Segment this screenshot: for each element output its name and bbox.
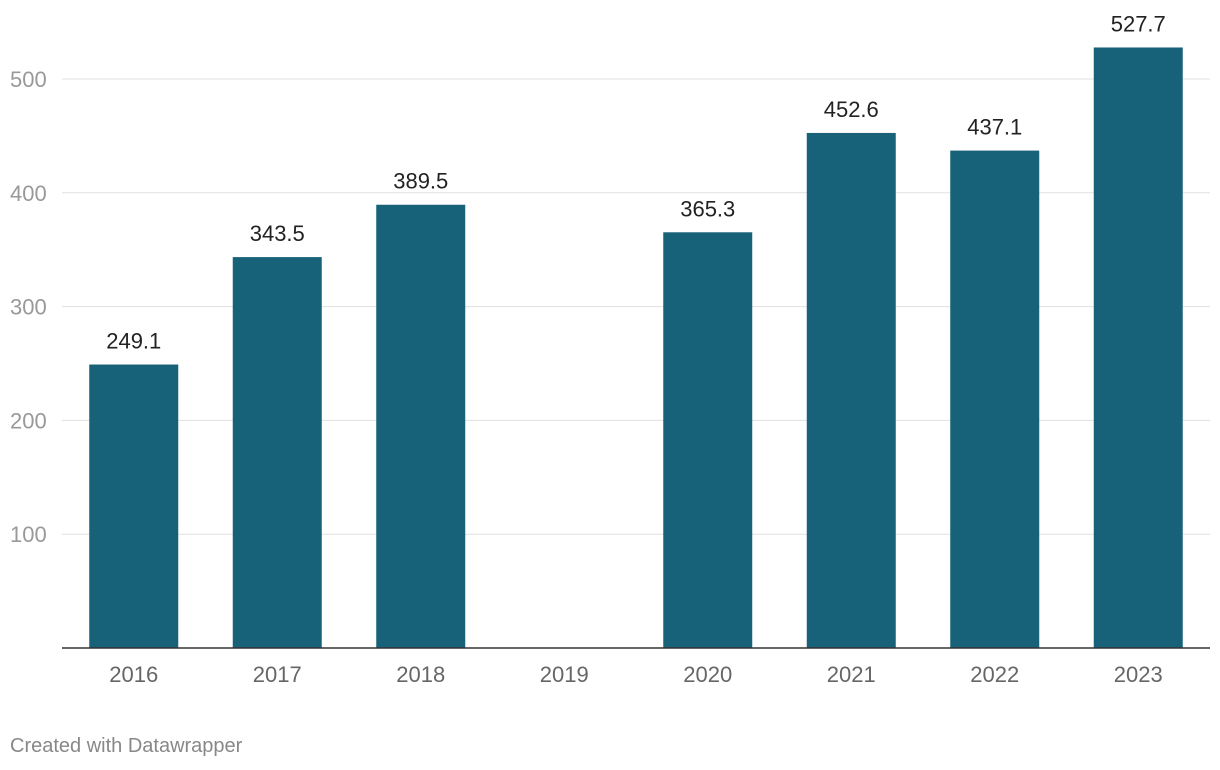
- bar-2022: [950, 150, 1040, 648]
- data-label-2021: 452.6: [824, 97, 879, 122]
- data-label-2017: 343.5: [250, 221, 305, 246]
- x-tick-label-2020: 2020: [683, 662, 732, 687]
- bar-2016: [89, 364, 179, 648]
- data-label-2018: 389.5: [393, 169, 448, 194]
- x-tick-label-2016: 2016: [109, 662, 158, 687]
- bar-2021: [806, 132, 896, 649]
- x-tick-label-2018: 2018: [396, 662, 445, 687]
- x-tick-label-2023: 2023: [1114, 662, 1163, 687]
- y-tick-label: 100: [10, 522, 47, 547]
- bars: [89, 47, 1183, 649]
- x-tick-label-2017: 2017: [253, 662, 302, 687]
- bar-2018: [376, 204, 466, 648]
- x-tick-label-2019: 2019: [540, 662, 589, 687]
- x-tick-label-2021: 2021: [827, 662, 876, 687]
- data-label-2023: 527.7: [1111, 11, 1166, 36]
- axes: 100 200 300 400 500 2016 2017 2018 2019 2020 2021 2…: [10, 67, 1210, 687]
- y-tick-label: 200: [10, 408, 47, 433]
- y-tick-label: 400: [10, 181, 47, 206]
- credit-text: Created with Datawrapper: [10, 735, 243, 757]
- y-tick-label: 300: [10, 295, 47, 320]
- bar-2023: [1093, 47, 1183, 648]
- data-label-2016: 249.1: [106, 329, 161, 354]
- bar-2020: [663, 232, 753, 648]
- data-label-2020: 365.3: [680, 196, 735, 221]
- bar-2017: [232, 257, 322, 648]
- y-tick-label: 500: [10, 67, 47, 92]
- data-labels: 249.1 343.5 389.5 365.3 452.6 437.1 527.7: [106, 11, 1166, 353]
- data-label-2022: 437.1: [967, 115, 1022, 140]
- x-tick-label-2022: 2022: [970, 662, 1019, 687]
- bar-chart: 249.1 343.5 389.5 365.3 452.6 437.1 527.7 100 2…: [10, 11, 1210, 687]
